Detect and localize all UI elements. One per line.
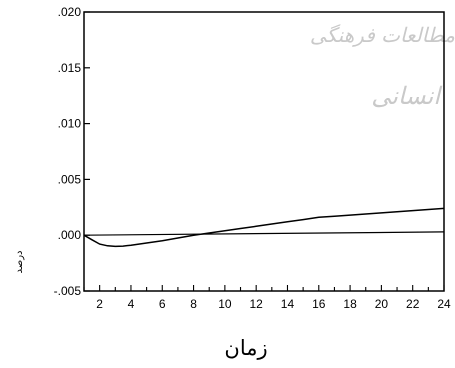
response-line [83,207,445,248]
x-tick-label: 10 [218,297,232,311]
watermark-line-2: انسانی [371,82,442,110]
y-axis: -.005 .000 .005 .010 .015 .020 [54,5,90,298]
x-axis: 2 4 6 8 10 12 14 16 18 20 22 24 [83,285,451,311]
x-tick-label: 8 [190,297,197,311]
x-tick-label: 22 [406,297,420,311]
plot-frame [83,11,445,292]
x-tick-label: 18 [343,297,357,311]
x-tick-label: 12 [249,297,263,311]
x-tick-label: 20 [375,297,389,311]
x-tick-label: 24 [437,297,451,311]
watermark: مطالعات فرهنگی انسانی [310,23,455,110]
y-tick-label: .005 [58,172,82,186]
y-tick-label: .000 [58,228,82,242]
y-tick-label: -.005 [54,284,82,298]
x-tick-label: 14 [281,297,295,311]
y-tick-label: .015 [58,61,82,75]
x-tick-label: 4 [128,297,135,311]
series-layer [83,207,445,248]
zero-line [83,231,445,236]
x-tick-label: 16 [312,297,326,311]
x-axis-label: زمان [224,336,267,360]
y-axis-label: درصد [14,250,25,273]
x-tick-label: 2 [96,297,103,311]
watermark-line-1: مطالعات فرهنگی [310,23,455,47]
y-tick-label: .010 [58,117,82,131]
x-tick-label: 6 [159,297,166,311]
y-tick-label: .020 [58,5,82,19]
